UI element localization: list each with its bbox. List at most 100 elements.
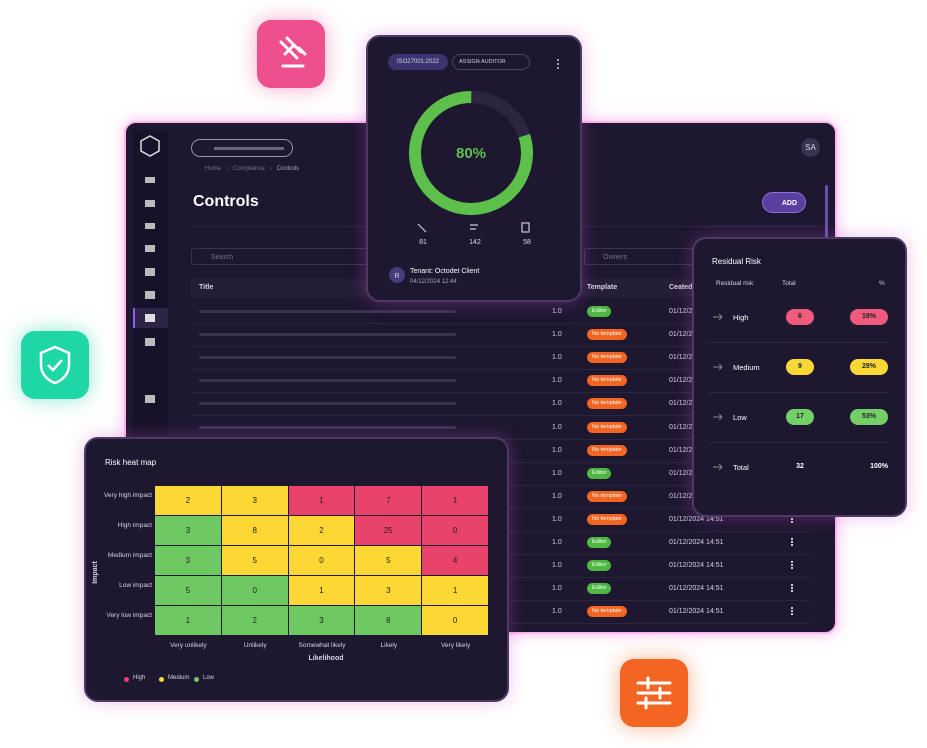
- arrow-icon: [713, 364, 723, 370]
- divider: [708, 442, 888, 443]
- progress-arc: [409, 91, 533, 215]
- legend-dot: [159, 677, 164, 682]
- risk-percent: 53%: [850, 409, 888, 425]
- x-tick-label: Unlikely: [243, 642, 267, 649]
- scrollbar: [825, 185, 828, 265]
- heat-cell: 1: [422, 576, 488, 605]
- x-axis-title: Likelihood: [308, 655, 344, 662]
- created-at: 01/12/2024 14:51: [669, 585, 724, 593]
- heat-cell: 3: [221, 486, 288, 515]
- crumb[interactable]: Home: [205, 166, 222, 172]
- row-menu[interactable]: [791, 584, 793, 587]
- progress-donut: 80% 81 142 58 R Tenant: Octodet Client 0…: [389, 59, 559, 285]
- row-menu[interactable]: [791, 561, 793, 564]
- template-pill[interactable]: No template: [587, 444, 627, 456]
- template-pill[interactable]: No template: [587, 329, 627, 341]
- row-menu[interactable]: [791, 607, 793, 610]
- divider: [708, 342, 888, 343]
- version: 1.0: [552, 308, 562, 315]
- arrow: [713, 464, 723, 470]
- risk-level: Total: [733, 463, 749, 472]
- version: 1.0: [552, 423, 562, 431]
- title-placeholder: [199, 356, 456, 360]
- column-header: Ceated At: [669, 284, 702, 291]
- heat-cell: 1: [422, 486, 488, 515]
- risk-percent: 100%: [870, 463, 888, 470]
- template-pill[interactable]: Editor: [587, 537, 612, 548]
- settings-icon: [620, 659, 688, 727]
- template-pill[interactable]: No template: [587, 490, 627, 502]
- title-placeholder: [199, 333, 456, 337]
- row-menu[interactable]: [791, 538, 793, 540]
- y-tick-label: Very high impact: [103, 492, 152, 499]
- standard-tag[interactable]: ISO27001:2022: [388, 54, 448, 70]
- heat-cell: 0: [221, 576, 288, 605]
- template-pill[interactable]: No template: [587, 606, 627, 618]
- version: 1.0: [552, 377, 562, 385]
- org-selector[interactable]: [191, 139, 293, 157]
- arrow-icon: [713, 314, 723, 320]
- legend-label: Low: [203, 675, 215, 681]
- heat-cell: 2: [288, 516, 355, 545]
- legend-label: High: [133, 675, 146, 681]
- progress-label: 80%: [456, 145, 486, 162]
- version: 1.0: [552, 492, 562, 500]
- template-pill[interactable]: Editor: [587, 467, 612, 479]
- chart-title: Risk heat map: [105, 458, 157, 467]
- template-pill[interactable]: Editor: [587, 306, 612, 317]
- avatar[interactable]: SA: [801, 138, 820, 157]
- risk-total: 6: [786, 309, 814, 325]
- version: 1.0: [552, 354, 562, 362]
- template-pill[interactable]: Editor: [587, 560, 612, 572]
- template-pill[interactable]: No template: [587, 513, 627, 525]
- title-placeholder: [199, 402, 456, 406]
- assign-auditor-button[interactable]: ASSIGN AUDITOR: [452, 54, 530, 70]
- title-placeholder: [199, 310, 456, 313]
- created-at: 01/12/2024 14:51: [669, 539, 724, 546]
- tenant-name: Tenant: Octodet Client: [410, 268, 479, 275]
- x-tick-label: Likely: [380, 642, 398, 649]
- heat-cell: 6: [355, 606, 422, 635]
- risk-level: Low: [733, 413, 747, 422]
- version: 1.0: [552, 562, 562, 570]
- stat: 81: [419, 239, 427, 246]
- tenant-date: 04/12/2024 12:44: [410, 279, 457, 285]
- legend-dot: [124, 677, 129, 682]
- template-pill[interactable]: Editor: [587, 583, 612, 595]
- card-title: Residual Risk: [712, 257, 761, 266]
- heat-cell: 0: [288, 546, 355, 575]
- version: 1.0: [552, 515, 562, 523]
- template-pill[interactable]: No template: [587, 421, 627, 433]
- crumb: Controls: [276, 166, 300, 172]
- template-pill[interactable]: No template: [587, 375, 627, 387]
- tenant-avatar: R: [394, 273, 399, 280]
- risk-total: 9: [786, 359, 814, 375]
- heat-cell: 3: [355, 576, 422, 605]
- column-header: Template: [587, 284, 618, 291]
- y-tick-label: Low impact: [119, 582, 152, 589]
- heat-cell: 5: [355, 546, 422, 575]
- y-axis-title: Impact: [91, 561, 99, 584]
- heat-cell: 3: [155, 516, 221, 545]
- crumb[interactable]: Compliance: [233, 166, 265, 172]
- page-title: Controls: [193, 193, 259, 210]
- heat-cell: 1: [155, 606, 221, 635]
- compliance-card: ISO27001:2022 ASSIGN AUDITOR 80% 81 142 …: [366, 35, 582, 302]
- version: 1.0: [552, 585, 562, 593]
- column-header: Residual risk: [716, 280, 754, 287]
- template-pill[interactable]: No template: [587, 398, 627, 410]
- x-tick-label: Very likely: [440, 642, 471, 649]
- sidebar-icons: [133, 135, 168, 403]
- column-header: Title: [199, 284, 214, 291]
- created-at: 01/12/2024 14:51: [669, 608, 724, 616]
- heat-cell: 8: [221, 516, 288, 545]
- heat-cell: 5: [221, 546, 288, 575]
- heat-map-card: Risk heat map Impact Likelihood Very hig…: [84, 437, 509, 702]
- column-header: Total: [782, 280, 796, 287]
- residual-risk-card: Residual Risk Residual risk Total % High…: [692, 237, 907, 517]
- heat-cell: 3: [288, 606, 355, 635]
- template-pill[interactable]: No template: [587, 352, 627, 364]
- risk-total: 32: [796, 463, 804, 470]
- add-button[interactable]: ADD: [762, 192, 806, 213]
